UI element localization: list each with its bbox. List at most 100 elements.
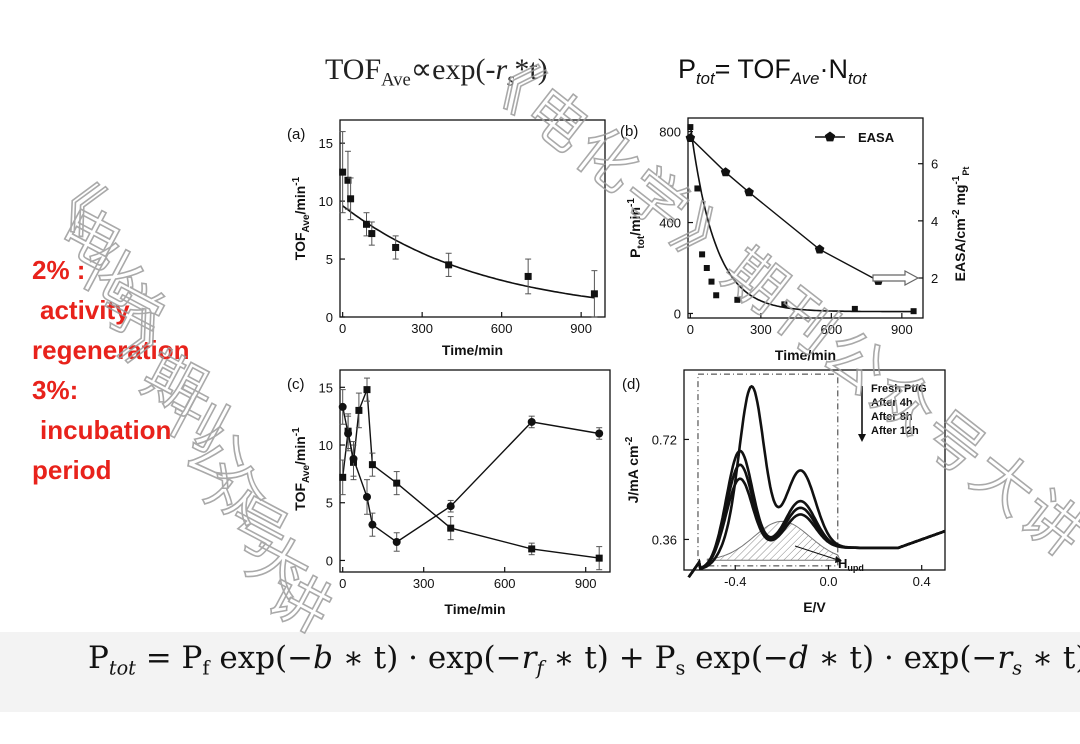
equation-ptot: Ptot= TOFAve·Ntot — [678, 54, 867, 88]
legend-label: After 12h — [871, 425, 919, 437]
data-point — [694, 185, 701, 192]
panel-label: (a) — [287, 126, 305, 143]
data-point — [363, 386, 371, 394]
y-axis-label: TOFAve/min-1 — [291, 427, 312, 511]
data-point — [349, 454, 358, 463]
data-point — [338, 402, 347, 411]
x-tick-label: 900 — [570, 321, 592, 336]
data-point — [720, 167, 731, 177]
data-point — [910, 308, 917, 315]
series-line — [342, 406, 600, 543]
x-tick-label: -0.4 — [724, 574, 746, 589]
data-point — [344, 176, 352, 184]
legend-label: EASA — [858, 130, 895, 145]
y-axis-label: Ptot/min-1 — [626, 198, 647, 258]
data-point — [368, 461, 376, 469]
panel-a: 0 300 600 900 0 5 10 15 (a) Time/min TOFAve/min-1 — [287, 119, 606, 358]
data-point — [347, 195, 355, 203]
x-tick-label: 0.4 — [913, 574, 931, 589]
data-point — [703, 265, 710, 271]
data-point — [527, 417, 536, 426]
data-point — [392, 243, 400, 251]
x-tick-label: 0.0 — [819, 574, 837, 589]
side-note-line: incubation — [40, 415, 172, 445]
x-tick-label: 600 — [820, 322, 842, 337]
x-tick-label: 300 — [750, 322, 772, 337]
panel-c: 0 300 600 900 0 5 10 15 (c) Time/min TOFAve/min-1 — [287, 369, 611, 617]
x-tick-label: 0 — [339, 576, 346, 591]
side-note-line: activity — [40, 295, 130, 325]
y-tick-label: 0 — [326, 553, 333, 568]
bottom-equation-band — [0, 632, 1080, 712]
annotation-arrow-head — [835, 556, 842, 563]
x-tick-label: 900 — [891, 322, 913, 337]
x-axis-label: Time/min — [444, 601, 505, 617]
legend-label: After 8h — [871, 411, 913, 423]
panel-b: 0 300 600 900 0 400 800 2 4 6 (b) Time/min Ptot/min-… — [620, 117, 971, 363]
data-point — [708, 278, 715, 285]
side-note-line: 2% : — [32, 255, 86, 285]
data-point — [392, 537, 401, 546]
legend-label: After 4h — [871, 397, 913, 409]
side-notes: 2% : activity regeneration 3%: incubatio… — [32, 250, 190, 490]
panel-label: (d) — [622, 376, 640, 393]
cv-curve — [687, 477, 946, 578]
y-tick-label: 0 — [326, 310, 333, 325]
panel-label: (b) — [620, 123, 638, 140]
series-line — [342, 389, 600, 559]
x-axis-label: E/V — [803, 599, 826, 615]
panel-d: -0.4 0.0 0.4 0.36 0.72 (d) E/V J/mA cm-2 Fresh P… — [622, 369, 946, 615]
annotation-label: Hupd — [838, 556, 864, 573]
y-axis-label: EASA/cm-2 mg-1Pt — [951, 167, 971, 282]
x-tick-label: 900 — [575, 576, 597, 591]
y-axis-label: TOFAve/min-1 — [291, 176, 312, 260]
y-tick-label: 800 — [659, 125, 681, 140]
data-point — [363, 492, 371, 501]
x-tick-label: 600 — [494, 576, 516, 591]
plot-frame — [339, 119, 606, 318]
data-point — [699, 251, 706, 258]
data-point — [363, 220, 370, 228]
data-point — [685, 133, 696, 142]
y-axis-label: J/mA cm-2 — [624, 436, 641, 503]
panel-label: (c) — [287, 376, 305, 393]
data-point — [344, 429, 353, 438]
data-point — [590, 290, 598, 298]
y-tick-label: 5 — [326, 496, 333, 511]
x-axis-label: Time/min — [442, 342, 503, 358]
x-tick-label: 600 — [491, 321, 513, 336]
data-point — [339, 168, 347, 176]
fit-curve — [689, 125, 913, 313]
y2-tick-label: 4 — [931, 214, 938, 229]
data-point — [447, 524, 455, 532]
side-note-line: regeneration — [32, 335, 190, 365]
y-tick-label: 10 — [319, 438, 333, 453]
equation-bottom: Ptot = Pf exp(−b ∗ t) · exp(−rf ∗ t) + P… — [88, 640, 1080, 680]
x-tick-label: 300 — [411, 321, 433, 336]
data-point — [595, 554, 603, 562]
x-tick-label: 300 — [413, 576, 435, 591]
legend-arrow-head — [858, 434, 866, 442]
legend-label: Fresh Pt/G — [871, 383, 927, 395]
y-tick-label: 15 — [319, 380, 333, 395]
y-tick-label: 10 — [319, 194, 333, 209]
y-tick-label: 5 — [326, 252, 333, 267]
data-point — [824, 131, 836, 142]
data-point — [734, 296, 741, 303]
data-point — [355, 406, 363, 414]
data-point — [446, 502, 455, 511]
axis-arrow — [872, 269, 920, 287]
annotation-arrow — [794, 545, 839, 561]
data-point — [781, 301, 788, 308]
data-point — [393, 479, 401, 487]
data-point — [744, 187, 754, 197]
data-point — [687, 124, 694, 131]
x-tick-label: 0 — [687, 322, 694, 337]
plot-frame — [683, 369, 946, 571]
data-point — [713, 292, 720, 299]
y-tick-label: 0 — [674, 306, 681, 321]
y-tick-label: 15 — [319, 136, 333, 151]
data-point — [368, 230, 376, 238]
